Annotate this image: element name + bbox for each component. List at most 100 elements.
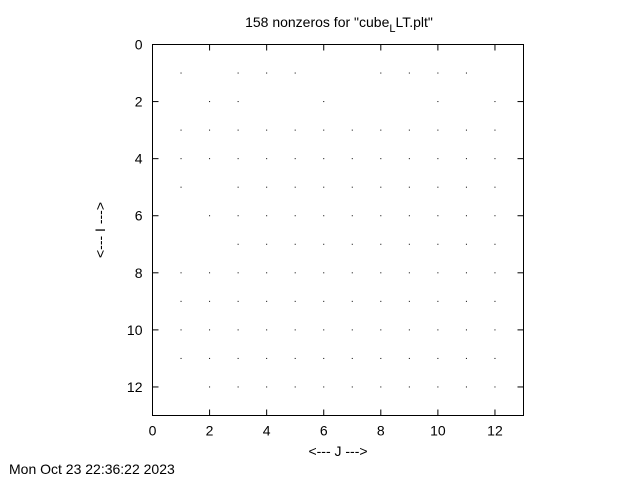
- nonzero-dot: [437, 300, 439, 302]
- nonzero-dot: [351, 386, 353, 388]
- nonzero-dot: [437, 186, 439, 188]
- nonzero-dot: [437, 386, 439, 388]
- nonzero-dot: [209, 329, 211, 331]
- nonzero-dot: [437, 243, 439, 245]
- nonzero-dot: [294, 386, 296, 388]
- x-tick-label: 8: [377, 423, 385, 439]
- chart-title-part-2: LT.plt": [396, 14, 433, 30]
- x-tick-label: 0: [149, 423, 157, 439]
- nonzero-dot: [380, 215, 382, 217]
- nonzero-dot: [351, 329, 353, 331]
- nonzero-dot: [351, 300, 353, 302]
- nonzero-dot: [380, 158, 382, 160]
- nonzero-dot: [408, 329, 410, 331]
- x-tick-label: 6: [320, 423, 328, 439]
- nonzero-dot: [323, 129, 325, 131]
- nonzero-dot: [437, 101, 439, 103]
- nonzero-dot: [180, 300, 182, 302]
- chart-title-subscript: L: [389, 23, 395, 35]
- nonzero-dot: [465, 158, 467, 160]
- nonzero-dot: [465, 243, 467, 245]
- nonzero-dot: [323, 243, 325, 245]
- nonzero-dot: [494, 186, 496, 188]
- nonzero-dot: [465, 129, 467, 131]
- nonzero-dot: [294, 300, 296, 302]
- x-axis-label: <--- J --->: [308, 443, 367, 459]
- nonzero-dot: [237, 129, 239, 131]
- nonzero-dot: [323, 158, 325, 160]
- nonzero-dot: [209, 300, 211, 302]
- nonzero-dot: [180, 158, 182, 160]
- nonzero-dot: [437, 329, 439, 331]
- nonzero-dot: [465, 186, 467, 188]
- nonzero-dot: [351, 129, 353, 131]
- nonzero-dot: [266, 300, 268, 302]
- y-tick-label: 4: [135, 151, 143, 167]
- nonzero-dot: [180, 357, 182, 359]
- nonzero-dot: [209, 158, 211, 160]
- nonzero-dot: [180, 72, 182, 74]
- chart-title-part-1: 158 nonzeros for "cube: [245, 14, 390, 30]
- nonzero-dot: [323, 101, 325, 103]
- nonzero-dot: [380, 129, 382, 131]
- nonzero-dot: [237, 72, 239, 74]
- nonzero-dot: [380, 72, 382, 74]
- nonzero-dot: [323, 329, 325, 331]
- nonzero-dot: [180, 272, 182, 274]
- nonzero-dot: [494, 101, 496, 103]
- nonzero-dot: [237, 329, 239, 331]
- y-axis-label: <--- I --->: [92, 202, 108, 258]
- nonzero-dot: [465, 300, 467, 302]
- chart-title: 158 nonzeros for "cubeLLT.plt": [245, 14, 433, 35]
- nonzero-dot: [351, 272, 353, 274]
- nonzero-dot: [494, 215, 496, 217]
- nonzero-dot: [266, 243, 268, 245]
- nonzero-dot: [209, 386, 211, 388]
- y-tick-label: 12: [127, 379, 143, 395]
- x-tick-label: 12: [487, 423, 503, 439]
- nonzero-dot: [408, 186, 410, 188]
- nonzero-dot: [494, 329, 496, 331]
- nonzero-dot: [380, 357, 382, 359]
- nonzero-dot: [266, 272, 268, 274]
- nonzero-dot: [437, 72, 439, 74]
- nonzero-dot: [494, 300, 496, 302]
- nonzero-dot: [380, 243, 382, 245]
- timestamp: Mon Oct 23 22:36:22 2023: [9, 461, 175, 477]
- y-tick-label: 2: [135, 94, 143, 110]
- nonzero-dot: [323, 357, 325, 359]
- nonzero-dot: [437, 272, 439, 274]
- nonzero-dot: [237, 386, 239, 388]
- nonzero-dot: [266, 329, 268, 331]
- nonzero-dot: [351, 186, 353, 188]
- nonzero-dot: [294, 357, 296, 359]
- nonzero-dot: [209, 357, 211, 359]
- nonzero-dot: [380, 186, 382, 188]
- nonzero-dot: [408, 272, 410, 274]
- nonzero-dot: [209, 101, 211, 103]
- nonzero-dot: [237, 272, 239, 274]
- nonzero-dot: [266, 386, 268, 388]
- nonzero-dot: [437, 158, 439, 160]
- nonzero-dot: [266, 158, 268, 160]
- nonzero-dot: [266, 357, 268, 359]
- y-tick-label: 0: [135, 37, 143, 53]
- nonzero-dot: [209, 272, 211, 274]
- nonzero-dot: [323, 186, 325, 188]
- nonzero-dot: [465, 215, 467, 217]
- plot-frame: [152, 44, 524, 416]
- nonzero-dot: [380, 329, 382, 331]
- nonzero-dot: [408, 129, 410, 131]
- nonzero-dot: [380, 300, 382, 302]
- nonzero-dot: [266, 186, 268, 188]
- nonzero-dot: [294, 129, 296, 131]
- y-tick-label: 10: [127, 322, 143, 338]
- nonzero-dot: [266, 72, 268, 74]
- nonzero-dot: [465, 72, 467, 74]
- nonzero-markers: [180, 72, 496, 388]
- nonzero-dot: [494, 158, 496, 160]
- nonzero-dot: [408, 158, 410, 160]
- nonzero-dot: [237, 243, 239, 245]
- nonzero-dot: [465, 272, 467, 274]
